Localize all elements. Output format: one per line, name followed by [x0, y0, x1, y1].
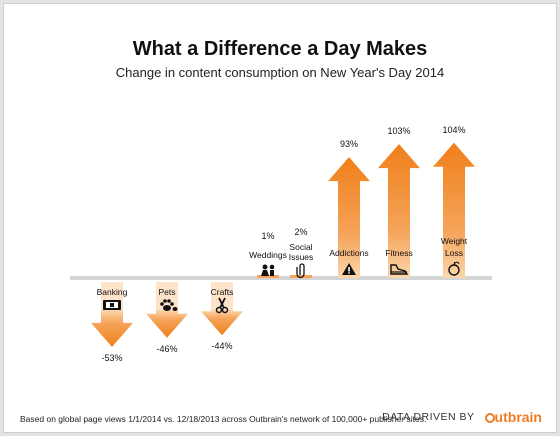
chart-subtitle: Change in content consumption on New Yea…	[115, 65, 445, 80]
category-label-weight-loss-2: Loss	[445, 248, 463, 258]
category-label-fitness: Fitness	[385, 248, 412, 258]
bar-banking	[91, 310, 133, 347]
value-label-weddings: 1%	[261, 231, 274, 241]
credit: DATA DRIVEN BY utbrain	[382, 409, 542, 425]
value-label-addictions: 93%	[340, 139, 358, 149]
brand-logo: utbrain	[481, 409, 542, 425]
category-label-banking: Banking	[97, 287, 128, 297]
bar-fitness	[378, 144, 420, 278]
value-label-pets: -46%	[156, 344, 177, 354]
category-label-weddings: Weddings	[249, 250, 287, 260]
chart-frame: What a Difference a Day Makes Change in …	[3, 3, 557, 433]
scissors-icon	[215, 297, 229, 314]
baseline	[70, 276, 492, 280]
bar-weddings	[257, 275, 279, 278]
warning-icon	[342, 263, 356, 275]
wallet-icon	[103, 300, 121, 310]
chart-area: Banking -53% Pets -46% Crafts -44% 1% Weddings 2…	[70, 125, 492, 363]
category-label-social-issues: Social	[289, 242, 312, 252]
category-label-pets: Pets	[158, 287, 175, 297]
paw-icon	[160, 299, 178, 311]
brand-o-icon	[484, 413, 495, 424]
credit-label: DATA DRIVEN BY	[382, 411, 475, 423]
value-label-crafts: -44%	[211, 341, 232, 351]
bar-addictions	[328, 157, 370, 278]
brand-name: utbrain	[494, 409, 542, 425]
bar-crafts-stem	[211, 282, 233, 310]
apple-icon	[448, 261, 460, 276]
sneaker-icon	[390, 264, 409, 275]
category-label-crafts: Crafts	[211, 287, 234, 297]
footnote: Based on global page views 1/1/2014 vs. …	[20, 414, 427, 424]
category-label-weight-loss: Weight	[441, 236, 468, 246]
value-label-weight-loss: 104%	[442, 125, 465, 135]
value-label-banking: -53%	[101, 353, 122, 363]
bar-social-issues	[290, 275, 312, 278]
bar-weight-loss	[433, 142, 475, 278]
value-label-fitness: 103%	[387, 126, 410, 136]
paperclip-icon	[296, 263, 305, 279]
couple-icon	[261, 264, 275, 276]
category-label-social-issues-2: Issues	[289, 252, 314, 262]
value-label-social-issues: 2%	[294, 227, 307, 237]
bar-crafts	[201, 310, 243, 336]
chart-title: What a Difference a Day Makes	[132, 38, 428, 60]
bar-pets	[146, 310, 188, 338]
category-label-addictions: Addictions	[329, 248, 368, 258]
